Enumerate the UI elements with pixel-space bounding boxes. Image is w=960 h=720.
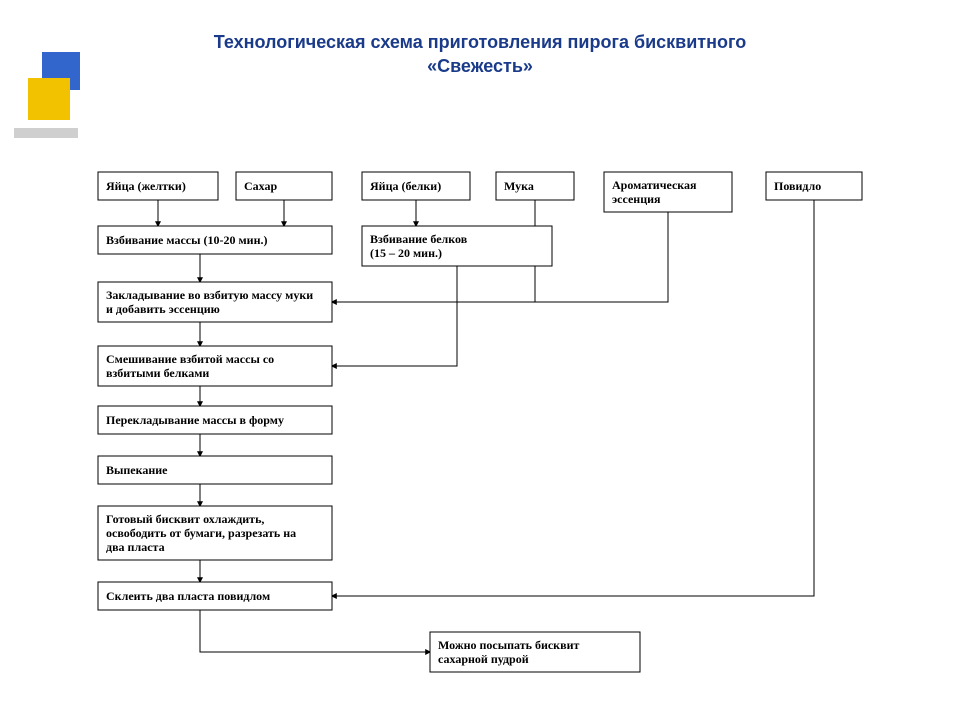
flowchart-canvas: Яйца (желтки) Сахар Яйца (белки) Мука Аромат… [0, 0, 960, 720]
svg-text:Повидло: Повидло [774, 179, 821, 193]
node-whip_mass: Взбивание массы (10-20 мин.) [98, 226, 332, 254]
svg-text:Мука: Мука [504, 179, 534, 193]
node-mold: Перекладывание массы в форму [98, 406, 332, 434]
svg-text:Выпекание: Выпекание [106, 463, 168, 477]
node-jam: Повидло [766, 172, 862, 200]
node-mix: Смешивание взбитой массы совзбитыми белк… [98, 346, 332, 386]
svg-text:Яйца (желтки): Яйца (желтки) [106, 179, 186, 193]
node-whip_whites: Взбивание белков(15 – 20 мин.) [362, 226, 552, 266]
edge-whip_whites-mix [332, 266, 457, 366]
svg-text:Сахар: Сахар [244, 179, 278, 193]
node-bake: Выпекание [98, 456, 332, 484]
node-whites: Яйца (белки) [362, 172, 470, 200]
edge-glue-powder [200, 610, 430, 652]
node-essence: Ароматическаяэссенция [604, 172, 732, 212]
node-glue: Склеить два пласта повидлом [98, 582, 332, 610]
svg-text:Склеить два пласта повидлом: Склеить два пласта повидлом [106, 589, 270, 603]
svg-text:Взбивание массы (10-20 мин.): Взбивание массы (10-20 мин.) [106, 233, 267, 247]
svg-text:Перекладывание массы в форму: Перекладывание массы в форму [106, 413, 284, 427]
node-powder: Можно посыпать бисквитсахарной пудрой [430, 632, 640, 672]
svg-text:Яйца (белки): Яйца (белки) [370, 179, 441, 193]
node-fold_flour: Закладывание во взбитую массу мукии доба… [98, 282, 332, 322]
node-yolks: Яйца (желтки) [98, 172, 218, 200]
node-cool: Готовый бисквит охлаждить,освободить от … [98, 506, 332, 560]
node-flour: Мука [496, 172, 574, 200]
node-sugar: Сахар [236, 172, 332, 200]
